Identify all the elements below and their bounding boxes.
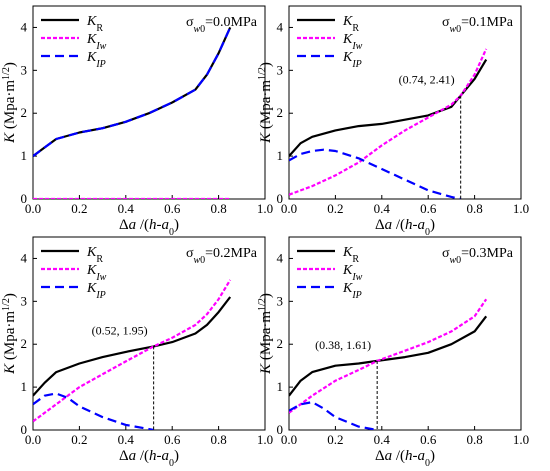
- legend-label-KR: KR: [342, 245, 359, 265]
- legend-label-KR: KR: [86, 245, 103, 265]
- plot-frame: [32, 5, 266, 200]
- intersection-label: (0.38, 1.61): [315, 338, 371, 352]
- legend-label-KIP: KIP: [86, 281, 106, 301]
- series-group: [289, 298, 488, 430]
- x-tick-label: 0.6: [164, 201, 181, 216]
- y-tick-label: 0: [21, 191, 28, 206]
- legend-label-KIP: KIP: [342, 281, 362, 301]
- x-tick-label: 0.2: [327, 201, 343, 216]
- x-tick-label: 0.4: [374, 432, 391, 447]
- intersection-label: (0.52, 1.95): [92, 323, 148, 337]
- x-tick-label: 0.0: [281, 201, 297, 216]
- series-line-KIw: [289, 298, 488, 414]
- panel-1: 0.0 0.2 0.4 0.6 0.8 1.0 0 1 2 3 4 Δa /(h-a0) K (Mpa·…: [1, 5, 273, 238]
- condition-label: σw0=0.1MPa: [442, 15, 514, 35]
- series-line-KR: [33, 296, 232, 397]
- series-line-KIP: [289, 401, 378, 430]
- x-tick-label: 0.4: [118, 201, 135, 216]
- series-group: [289, 48, 488, 199]
- legend-label-KIP: KIP: [86, 50, 106, 70]
- y-tick-label: 2: [21, 105, 28, 120]
- y-tick-label: 2: [277, 105, 284, 120]
- y-tick-label: 3: [21, 293, 28, 308]
- x-tick-label: 0.8: [466, 432, 482, 447]
- y-axis-title: K (Mpa·m1/2): [257, 62, 275, 144]
- legend-label-KIw: KIw: [342, 32, 363, 52]
- y-axis-title: K (Mpa·m1/2): [1, 62, 19, 144]
- y-axis-title: K (Mpa·m1/2): [257, 293, 275, 375]
- y-tick-label: 4: [277, 19, 284, 34]
- y-tick-label: 0: [277, 422, 284, 437]
- x-axis-title: Δa /(h-a0): [375, 448, 435, 469]
- x-tick-label: 1.0: [257, 432, 273, 447]
- series-line-KIP: [33, 392, 154, 430]
- x-tick-label: 0.6: [164, 432, 181, 447]
- y-tick-label: 1: [21, 148, 28, 163]
- x-tick-label: 0.6: [420, 201, 437, 216]
- legend-label-KR: KR: [342, 14, 359, 34]
- series-line-KIP: [289, 148, 461, 199]
- y-tick-label: 2: [21, 336, 28, 351]
- x-tick-label: 0.8: [210, 201, 226, 216]
- y-tick-label: 3: [277, 62, 284, 77]
- x-tick-label: 0.2: [71, 432, 87, 447]
- x-tick-label: 1.0: [257, 201, 273, 216]
- x-tick-label: 0.4: [118, 432, 135, 447]
- x-tick-label: 1.0: [513, 432, 529, 447]
- series-group: [33, 26, 232, 199]
- plot-frame: [288, 236, 522, 431]
- legend-label-KIw: KIw: [86, 263, 107, 283]
- series-line-KIw: [289, 48, 488, 196]
- y-tick-label: 4: [21, 19, 28, 34]
- y-tick-label: 3: [21, 62, 28, 77]
- y-tick-label: 0: [21, 422, 28, 437]
- intersection-label: (0.74, 2.41): [399, 73, 455, 87]
- legend-label-KIw: KIw: [342, 263, 363, 283]
- y-tick-label: 4: [21, 250, 28, 265]
- x-tick-label: 0.8: [466, 201, 482, 216]
- condition-label: σw0=0.0MPa: [186, 15, 258, 35]
- series-line-KIP: [33, 26, 232, 157]
- y-tick-label: 1: [21, 379, 28, 394]
- y-tick-label: 1: [277, 148, 284, 163]
- x-tick-label: 0.6: [420, 432, 437, 447]
- legend-label-KR: KR: [86, 14, 103, 34]
- condition-label: σw0=0.3MPa: [442, 246, 514, 266]
- x-tick-label: 0.0: [281, 432, 297, 447]
- y-axis-title: K (Mpa·m1/2): [1, 293, 19, 375]
- x-axis-title: Δa /(h-a0): [119, 217, 179, 238]
- x-tick-label: 0.2: [327, 432, 343, 447]
- panel-2: 0.0 0.2 0.4 0.6 0.8 1.0 0 1 2 3 4 Δa /(h-a0) K (Mpa·…: [257, 5, 529, 238]
- y-tick-label: 2: [277, 336, 284, 351]
- y-tick-label: 1: [277, 379, 284, 394]
- series-line-KIw: [33, 279, 232, 423]
- panel-3: 0.0 0.2 0.4 0.6 0.8 1.0 0 1 2 3 4 Δa /(h-a0) K (Mpa·…: [1, 236, 273, 469]
- x-tick-label: 0.0: [25, 432, 41, 447]
- series-line-KR: [289, 59, 488, 157]
- y-tick-label: 3: [277, 293, 284, 308]
- y-tick-label: 4: [277, 250, 284, 265]
- x-axis-title: Δa /(h-a0): [119, 448, 179, 469]
- condition-label: σw0=0.2MPa: [186, 246, 258, 266]
- series-group: [33, 279, 232, 430]
- plot-frame: [32, 236, 266, 431]
- x-tick-label: 0.8: [210, 432, 226, 447]
- x-axis-title: Δa /(h-a0): [375, 217, 435, 238]
- x-tick-label: 0.0: [25, 201, 41, 216]
- legend-label-KIw: KIw: [86, 32, 107, 52]
- legend-label-KIP: KIP: [342, 50, 362, 70]
- x-tick-label: 1.0: [513, 201, 529, 216]
- x-tick-label: 0.2: [71, 201, 87, 216]
- panel-4: 0.0 0.2 0.4 0.6 0.8 1.0 0 1 2 3 4 Δa /(h-a0) K (Mpa·…: [257, 236, 529, 469]
- x-tick-label: 0.4: [374, 201, 391, 216]
- y-tick-label: 0: [277, 191, 284, 206]
- plot-frame: [288, 5, 522, 200]
